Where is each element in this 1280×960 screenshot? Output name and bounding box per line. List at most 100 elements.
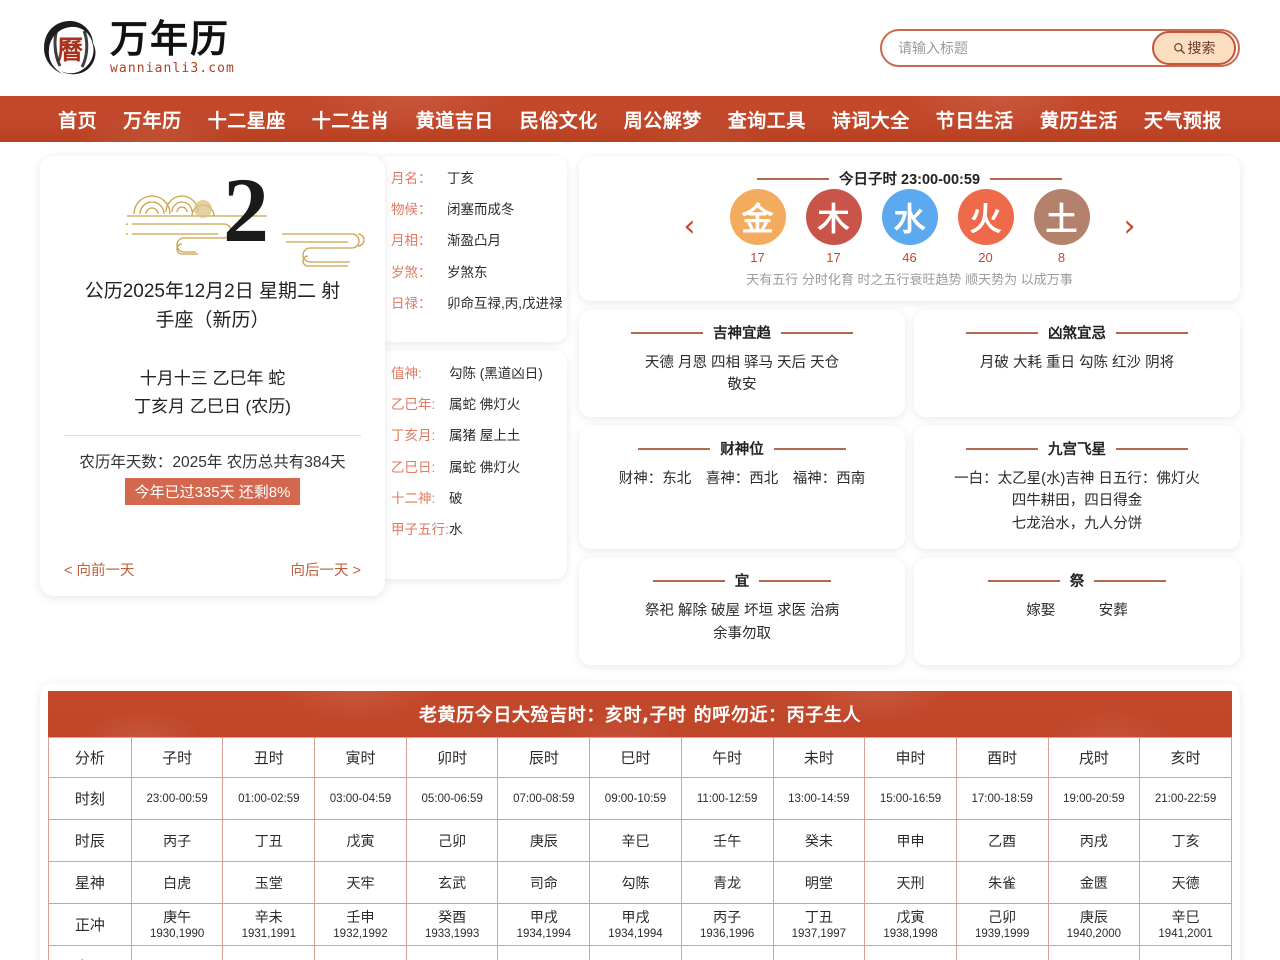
nav-item-1[interactable]: 万年历 [123,109,182,132]
title-rule-right [1116,331,1188,334]
day-number: 2 [223,159,269,261]
nav-item-0[interactable]: 首页 [58,109,98,132]
info-row: 乙巳日: 属蛇 佛灯火 [391,459,567,477]
table-cell: 吉 [497,945,591,960]
yi-content: 祭祀 解除 破屋 坏垣 求医 治病 余事勿取 [644,603,840,642]
chong-ganzhi: 庚午 [163,908,192,925]
wuxing-footnote: 天有五行 分时化育 时之五行衰旺趋势 顺天势为 以成万事 [746,272,1073,287]
jiugong-panel-title: 九宫飞星 [914,426,1240,459]
title-rule-right [759,579,832,582]
nav-item-10[interactable]: 黄历生活 [1039,109,1118,132]
chong-years: 1940,2000 [1066,927,1122,940]
chong-ganzhi: 丁丑 [804,908,833,925]
xiongsha-title-text: 凶煞宜忌 [1048,326,1106,342]
info-row: 丁亥月: 属猪 屋上土 [391,427,567,445]
info-row-value: 属蛇 佛灯火 [449,397,521,413]
table-cell: 甲申 [864,819,957,863]
table-row: 时辰 丙子 丁丑 戊寅 己卯 庚辰 辛巳 壬午 癸未 甲申 乙酉 丙戌 丁亥 [48,819,1232,863]
title-rule-right [781,331,853,334]
wuxing-circle-icon: 金 [729,189,786,245]
wuxing-item-0[interactable]: 金 17 [729,189,786,265]
table-cell: 辛巳 [589,819,682,863]
table-cell: 天牢 [314,861,407,905]
chong-years: 1938,1998 [883,927,938,940]
table-row: 时刻 23:00-00:59 01:00-02:59 03:00-04:59 05:00… [48,777,1232,821]
title-rule-left [652,579,725,582]
nav-item-3[interactable]: 十二生肖 [311,109,390,132]
chong-years: 1932,1992 [333,927,388,940]
info-row-value: 岁煞东 [447,264,488,280]
table-cell: 壬午 [680,819,774,863]
nav-item-5[interactable]: 民俗文化 [519,109,598,132]
title-rule-left [756,177,829,180]
wuxing-item-3[interactable]: 火 20 [957,189,1014,265]
table-header-cell: 辰时 [497,737,591,779]
table-row: 吉凶凶吉凶凶吉凶吉吉凶凶吉吉 [48,945,1232,960]
title-rule-right [1116,447,1188,450]
nav-item-6[interactable]: 周公解梦 [623,109,702,132]
chong-ganzhi: 己卯 [988,908,1017,925]
search-input[interactable] [882,40,1152,56]
chong-ganzhi: 丙子 [713,908,742,925]
table-cell: 癸酉 1933,1993 [405,903,499,947]
jishen-panel: 吉神宜趋 天德 月恩 四相 驿马 天后 天仓 敬安 [579,310,905,417]
page-body: 2 公历2025年12月2日 星期二 射手座（新历） 十月十三 乙巳年 蛇 丁亥… [0,142,1280,960]
shichen-table: 分析 子时 丑时 寅时 卯时 辰时 巳时 午时 未时 申时 酉时 戌时 亥时 时刻 23:00-00:59 0… [48,737,1232,960]
panel-row-2: 财神位 财神：东北 喜神：西北 福神：西南 九宫飞星 一白：太乙星(水)吉神 日… [579,426,1240,550]
title-rule-right [990,177,1063,180]
jishen-content: 天德 月恩 四相 驿马 天后 天仓 敬安 [644,355,840,394]
nav-item-9[interactable]: 节日生活 [935,109,1014,132]
chong-ganzhi: 甲戌 [621,908,650,925]
table-header-cell: 丑时 [222,737,316,779]
table-cell: 辛巳 1941,2001 [1139,903,1232,947]
info-row-key: 丁亥月: [391,428,436,444]
wuxing-circle-icon: 土 [1033,189,1090,245]
table-row-label: 星神 [48,861,132,905]
table-cell: 金匮 [1047,861,1141,905]
main-navigation: 首页 万年历 十二星座 十二生肖 黄道吉日 民俗文化 周公解梦 查询工具 诗词大全 节日生活 黄历生… [0,96,1280,142]
logo-domain: wannianli3.com [110,61,235,77]
wuxing-item-2[interactable]: 水 46 [881,189,938,265]
nav-item-4[interactable]: 黄道吉日 [415,109,494,132]
info-row: 岁煞： 岁煞东 [391,264,567,282]
table-cell: 戊寅 1938,1998 [864,903,957,947]
chong-ganzhi: 辛未 [254,908,283,925]
table-row: 正冲 庚午 1930,1990 辛未 1931,1991 壬申 1932,1992 癸酉 193… [48,903,1232,947]
next-day-button[interactable]: 向后一天 > [290,563,362,579]
caishen-panel: 财神位 财神：东北 喜神：西北 福神：西南 [579,426,905,550]
chong-ganzhi: 戊寅 [896,908,925,925]
wuxing-item-1[interactable]: 木 17 [805,189,862,265]
prev-day-button[interactable]: < 向前一天 [64,563,135,579]
wuxing-circle-icon: 木 [805,189,862,245]
table-cell: 己卯 1939,1999 [955,903,1049,947]
shichen-table-banner: 老黄历今日大殓吉时：亥时,子时 的呼勿近：丙子生人 [48,691,1232,738]
table-cell: 庚辰 1940,2000 [1047,903,1141,947]
info-row-value: 渐盈凸月 [447,233,501,249]
table-cell: 吉 [222,945,316,960]
top-region: 2 公历2025年12月2日 星期二 射手座（新历） 十月十三 乙巳年 蛇 丁亥… [40,142,1240,666]
nav-item-11[interactable]: 天气预报 [1143,109,1222,132]
site-logo[interactable]: 曆 万年历 wannianli3.com [40,18,235,78]
table-cell: 凶 [405,945,499,960]
info-row-key: 月相： [391,233,432,249]
nav-item-2[interactable]: 十二星座 [207,109,286,132]
info-row-key: 乙巳年: [391,397,436,413]
search-box[interactable]: 搜索 [880,29,1240,67]
info-row-value: 水 [449,522,463,538]
wuxing-prev-arrow-icon[interactable]: ‹ [683,209,696,244]
chong-years: 1934,1994 [608,927,663,940]
search-button[interactable]: 搜索 [1152,31,1236,65]
chong-years: 1930,1990 [149,927,205,940]
chong-years: 1933,1993 [424,927,480,940]
table-cell: 己卯 [405,819,499,863]
table-cell: 壬申 1932,1992 [314,903,407,947]
table-cell: 13:00-14:59 [772,777,866,821]
wuxing-next-arrow-icon[interactable]: › [1123,209,1136,244]
yi-title-text: 宜 [734,574,750,591]
nav-item-7[interactable]: 查询工具 [727,109,806,132]
title-rule-left [638,447,711,450]
nav-item-8[interactable]: 诗词大全 [831,109,910,132]
year-progress-badge: 今年已过335天 还剩8% [124,478,301,506]
chong-years: 1934,1994 [516,927,571,940]
